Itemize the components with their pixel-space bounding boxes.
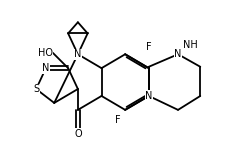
Text: N: N (174, 49, 182, 59)
Text: N: N (74, 49, 82, 59)
Text: O: O (74, 129, 82, 138)
Text: S: S (33, 84, 39, 94)
Text: N: N (42, 63, 50, 73)
Text: F: F (146, 42, 152, 52)
Text: N: N (145, 91, 152, 101)
Text: HO: HO (38, 48, 53, 58)
Text: F: F (115, 115, 121, 125)
Text: NH: NH (183, 39, 198, 50)
